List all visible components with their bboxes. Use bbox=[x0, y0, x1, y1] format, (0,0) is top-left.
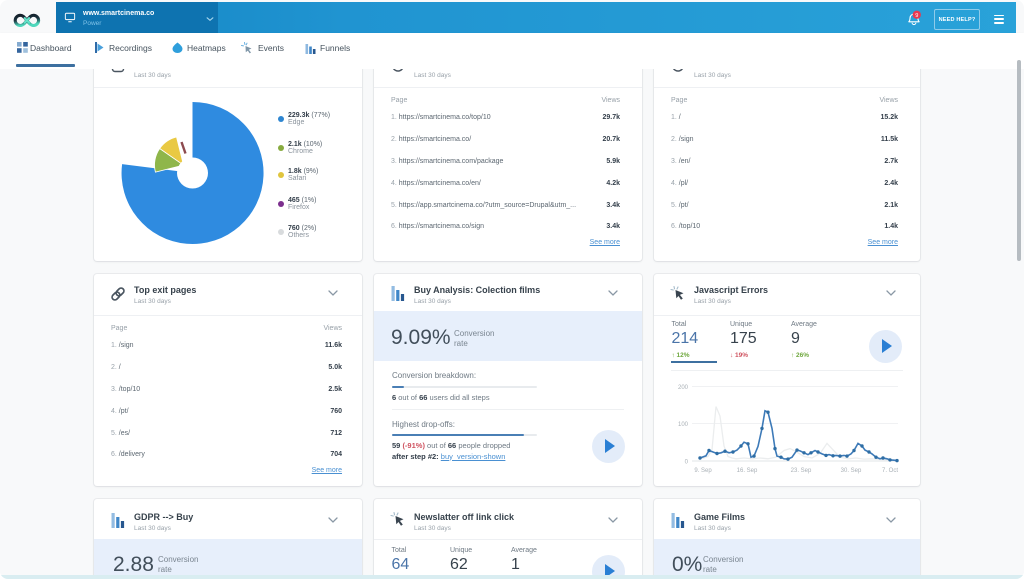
svg-text:9: 9 bbox=[915, 13, 918, 19]
svg-text:23. Sep: 23. Sep bbox=[791, 468, 812, 474]
svg-text:7. Oct: 7. Oct bbox=[882, 468, 898, 474]
svg-text:0: 0 bbox=[685, 460, 689, 466]
svg-text:9. Sep: 9. Sep bbox=[694, 468, 712, 474]
svg-text:200: 200 bbox=[678, 385, 689, 391]
svg-text:30. Sep: 30. Sep bbox=[841, 468, 862, 474]
svg-text:100: 100 bbox=[678, 422, 689, 428]
svg-text:16. Sep: 16. Sep bbox=[737, 468, 758, 474]
